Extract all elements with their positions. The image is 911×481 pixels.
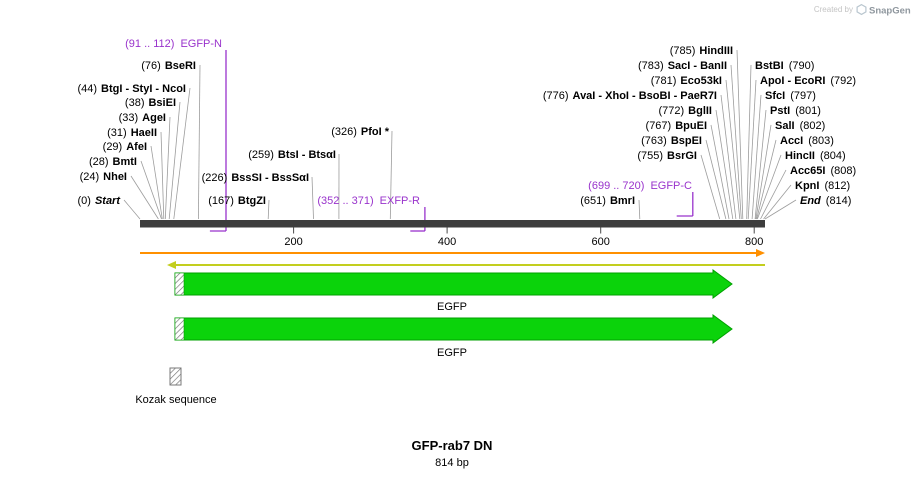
end-label: End (814) xyxy=(800,195,851,207)
restriction-site-label: (783) SacI - BanII xyxy=(638,60,727,72)
orf-arrow-reverse xyxy=(167,261,765,269)
callout-lines xyxy=(123,49,797,220)
feature-egfp-label-2: EGFP xyxy=(437,347,467,359)
restriction-site-label: PstI (801) xyxy=(770,105,821,117)
restriction-site-label: (785) HindIII xyxy=(670,45,733,57)
restriction-site-label: (767) BpuEI xyxy=(646,120,707,132)
far-right-site-labels: BstBI (790) ApoI - EcoRI (792) SfcI (797) P… xyxy=(755,60,856,207)
restriction-site-label: HincII (804) xyxy=(785,150,846,162)
restriction-site-label: (29) AfeI xyxy=(103,141,147,153)
restriction-site-label: (167) BtgZI xyxy=(208,195,266,207)
primer-label: (91 .. 112) EGFP-N xyxy=(125,38,222,50)
restriction-site-label: BstBI (790) xyxy=(755,60,814,72)
restriction-site-label: AccI (803) xyxy=(780,135,834,147)
snapgene-watermark: Created by SnapGene xyxy=(814,3,911,17)
watermark-created-by: Created by xyxy=(814,5,853,14)
left-site-labels: (76) BseRI (44) BtgI - StyI - NcoI (38) Bsi… xyxy=(77,60,389,207)
primer-labels: (91 .. 112) EGFP-N (352 .. 371) EXFP-R (69… xyxy=(125,38,692,207)
ruler-tick-200: 200 xyxy=(284,236,302,248)
restriction-site-label: (24) NheI xyxy=(80,171,127,183)
restriction-site-label: (781) Eco53kI xyxy=(651,75,722,87)
ruler-tick-800: 800 xyxy=(745,236,763,248)
kozak-box xyxy=(169,367,182,386)
snapgene-logo-icon xyxy=(856,3,867,16)
restriction-site-label: ApoI - EcoRI (792) xyxy=(760,75,856,87)
restriction-site-label: (33) AgeI xyxy=(119,112,166,124)
kozak-label: Kozak sequence xyxy=(135,394,216,406)
restriction-site-label: SfcI (797) xyxy=(765,90,816,102)
feature-egfp-arrow-2 xyxy=(174,314,733,344)
restriction-site-label: (326) PfoI * xyxy=(331,126,390,138)
restriction-site-label: (651) BmrI xyxy=(580,195,635,207)
restriction-site-label: (76) BseRI xyxy=(141,60,196,72)
restriction-site-label: KpnI (812) xyxy=(795,180,850,192)
map-title: GFP-rab7 DN xyxy=(412,438,493,453)
map-length: 814 bp xyxy=(435,457,469,469)
primer-label: (352 .. 371) EXFP-R xyxy=(317,195,420,207)
watermark-brand: SnapGene xyxy=(869,6,911,17)
start-label: (0) Start xyxy=(77,195,121,207)
orf-arrow-forward xyxy=(140,249,765,257)
restriction-site-label: Acc65I (808) xyxy=(790,165,856,177)
ruler: 200 400 600 800 xyxy=(284,227,763,248)
restriction-site-label: (259) BtsI - BtsαI xyxy=(248,149,336,161)
restriction-site-label: (28) BmtI xyxy=(89,156,137,168)
restriction-site-label: SalI (802) xyxy=(775,120,825,132)
restriction-site-label: (776) AvaI - XhoI - BsoBI - PaeR7I xyxy=(543,90,717,102)
restriction-site-label: (38) BsiEI xyxy=(125,97,176,109)
sequence-bar xyxy=(140,220,765,228)
restriction-site-label: (772) BglII xyxy=(658,105,712,117)
primer-label: (699 .. 720) EGFP-C xyxy=(588,180,692,192)
restriction-site-label: (763) BspEI xyxy=(641,135,702,147)
feature-egfp-arrow-1 xyxy=(174,269,733,299)
restriction-site-label: (31) HaeII xyxy=(107,127,157,139)
feature-egfp-label-1: EGFP xyxy=(437,301,467,313)
right-site-labels: (785) HindIII (783) SacI - BanII (781) Eco5… xyxy=(543,45,733,207)
restriction-site-label: (755) BsrGI xyxy=(637,150,697,162)
restriction-site-label: (44) BtgI - StyI - NcoI xyxy=(77,83,186,95)
ruler-tick-600: 600 xyxy=(592,236,610,248)
ruler-tick-400: 400 xyxy=(438,236,456,248)
restriction-site-label: (226) BssSI - BssSαI xyxy=(202,172,309,184)
